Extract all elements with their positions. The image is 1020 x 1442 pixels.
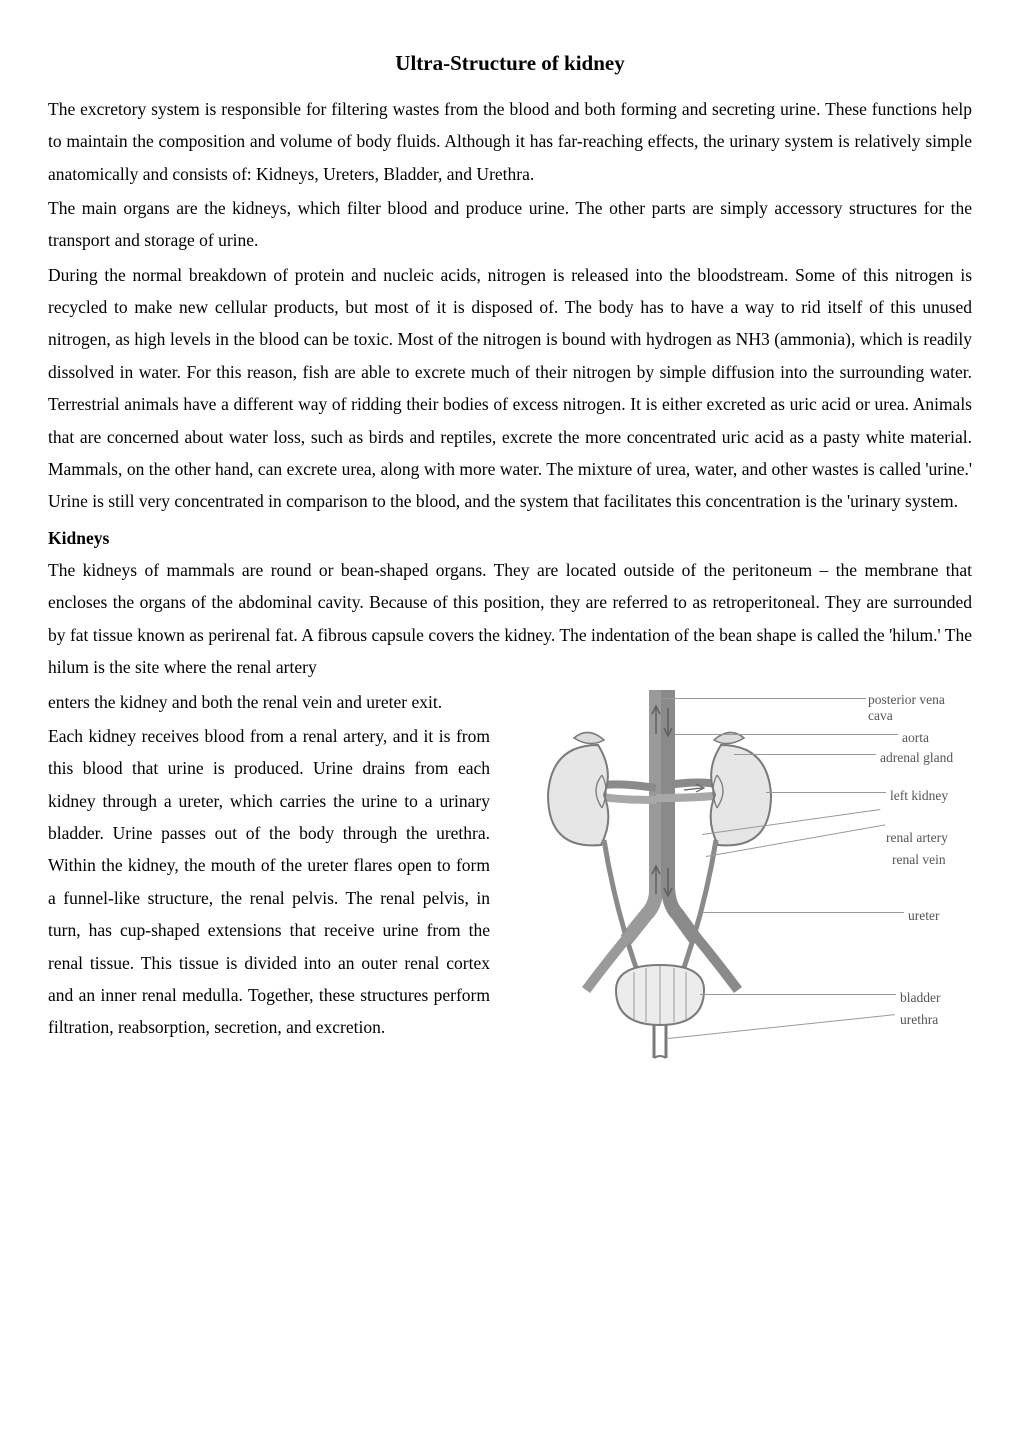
page-title: Ultra-Structure of kidney <box>48 44 972 83</box>
urinary-system-svg <box>506 690 806 1060</box>
paragraph-intro-3: During the normal breakdown of protein a… <box>48 259 972 518</box>
label-posterior-vena-cava-2: cava <box>868 704 893 729</box>
paragraph-kidneys-1: The kidneys of mammals are round or bean… <box>48 554 972 684</box>
paragraph-intro-1: The excretory system is responsible for … <box>48 93 972 190</box>
label-left-kidney: left kidney <box>890 784 948 809</box>
paragraph-intro-2: The main organs are the kidneys, which f… <box>48 192 972 257</box>
label-renal-vein: renal vein <box>892 848 946 873</box>
urinary-system-diagram: posterior vena cava aorta adrenal gland … <box>502 690 972 1060</box>
label-urethra: urethra <box>900 1008 938 1033</box>
heading-kidneys: Kidneys <box>48 522 972 554</box>
paragraph-kidneys-3: Each kidney receives blood from a renal … <box>48 720 490 1044</box>
label-ureter: ureter <box>908 904 939 929</box>
paragraph-kidneys-2: enters the kidney and both the renal vei… <box>48 686 490 718</box>
label-adrenal-gland: adrenal gland <box>880 746 953 771</box>
